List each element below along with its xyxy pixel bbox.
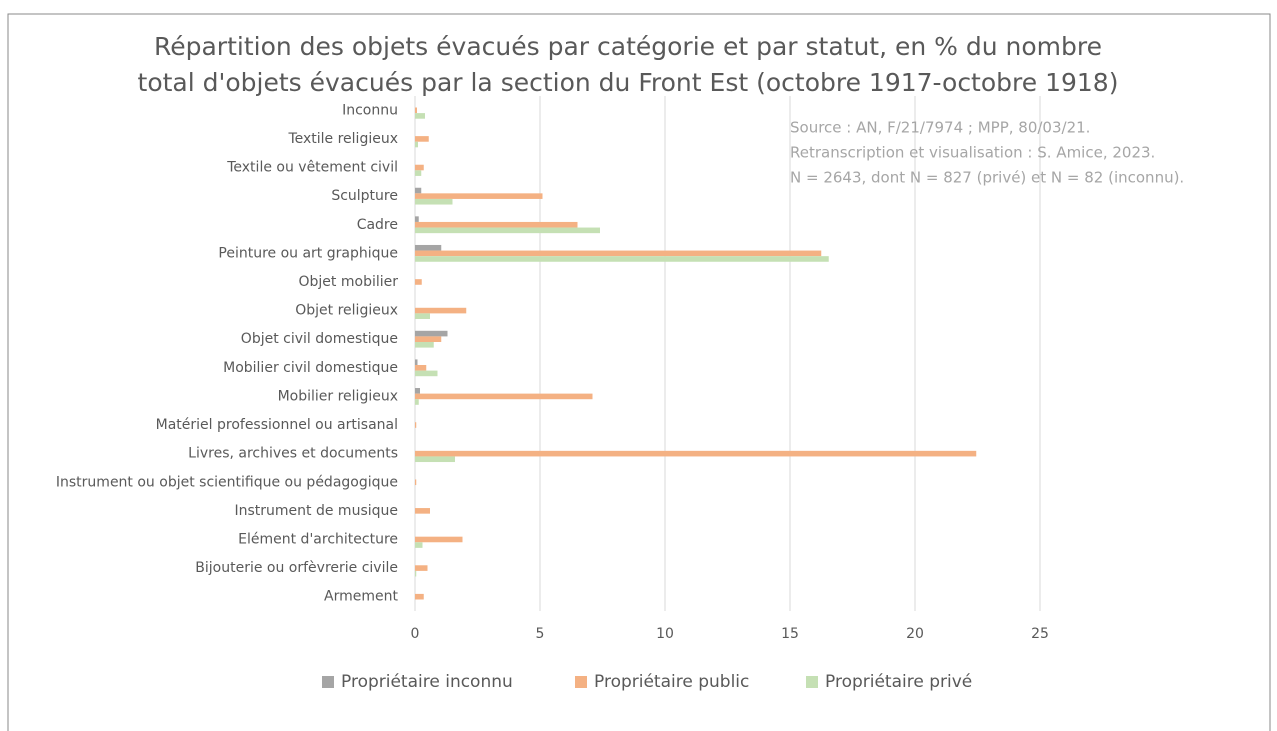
y-tick-label: Inconnu (342, 102, 398, 118)
legend-swatch (575, 676, 587, 688)
bar (415, 113, 425, 119)
y-tick-label: Armement (324, 589, 398, 605)
y-tick-label: Peinture ou art graphique (218, 245, 398, 261)
bar (415, 193, 543, 199)
y-tick-label: Textile ou vêtement civil (226, 160, 398, 176)
x-tick-label: 15 (781, 626, 799, 642)
bar (415, 187, 422, 194)
legend-label: Propriétaire public (594, 672, 749, 692)
legend-swatch (806, 676, 818, 688)
x-tick-label: 5 (536, 626, 545, 642)
bar (415, 593, 424, 600)
legend-swatch (322, 676, 334, 688)
bar (415, 370, 438, 377)
y-tick-label: Objet mobilier (299, 274, 399, 290)
bar (415, 307, 467, 314)
y-tick-label: Sculpture (331, 188, 398, 204)
y-tick-label: Bijouterie ou orfèvrerie civile (195, 560, 398, 576)
bar (415, 365, 427, 371)
bar (415, 565, 428, 571)
y-tick-label: Livres, archives et documents (188, 446, 398, 462)
bar (415, 450, 977, 457)
bar (415, 336, 442, 342)
bar (415, 170, 422, 176)
y-tick-label: Objet civil domestique (241, 331, 398, 347)
legend-label: Propriétaire privé (825, 672, 972, 692)
bar (415, 570, 417, 577)
y-tick-label: Mobilier religieux (278, 388, 398, 404)
bar (415, 141, 418, 148)
bar (415, 256, 829, 262)
bar (415, 341, 434, 348)
annotation: N = 2643, dont N = 827 (privé) et N = 82… (790, 169, 1184, 187)
legend-label: Propriétaire inconnu (341, 672, 513, 692)
bar (415, 227, 600, 234)
bar (415, 198, 453, 205)
bar (415, 542, 423, 548)
bar (415, 330, 448, 337)
y-tick-label: Elément d'architecture (238, 531, 398, 547)
chart-title: total d'objets évacués par la section du… (138, 68, 1119, 97)
y-tick-label: Objet religieux (295, 303, 398, 319)
y-tick-label: Textile religieux (287, 131, 398, 147)
bar (415, 216, 419, 222)
y-tick-label: Matériel professionnel ou artisanal (156, 417, 398, 433)
bar (415, 313, 430, 319)
bar (415, 422, 417, 428)
chart-title: Répartition des objets évacués par catég… (154, 32, 1102, 61)
bar (415, 107, 417, 114)
x-tick-label: 20 (906, 626, 924, 642)
bar (415, 479, 417, 486)
bar (415, 164, 424, 171)
annotation: Retranscription et visualisation : S. Am… (790, 144, 1155, 162)
x-tick-label: 25 (1031, 626, 1049, 642)
bar (415, 399, 419, 405)
bar (415, 221, 578, 228)
bar (415, 508, 430, 514)
y-tick-label: Instrument ou objet scientifique ou péda… (56, 474, 398, 490)
bar (415, 536, 463, 543)
chart-frame (7, 13, 1271, 731)
bar (415, 359, 418, 366)
bar (415, 393, 593, 400)
bar (415, 388, 420, 394)
bar (415, 136, 429, 142)
bar (415, 279, 422, 285)
y-tick-label: Cadre (357, 217, 398, 233)
bar (415, 250, 822, 257)
annotation: Source : AN, F/21/7974 ; MPP, 80/03/21. (790, 119, 1090, 137)
y-tick-label: Mobilier civil domestique (223, 360, 398, 376)
y-tick-label: Instrument de musique (235, 503, 399, 519)
bar (415, 456, 455, 463)
x-tick-label: 0 (411, 626, 420, 642)
x-tick-label: 10 (656, 626, 674, 642)
bar (415, 244, 442, 251)
